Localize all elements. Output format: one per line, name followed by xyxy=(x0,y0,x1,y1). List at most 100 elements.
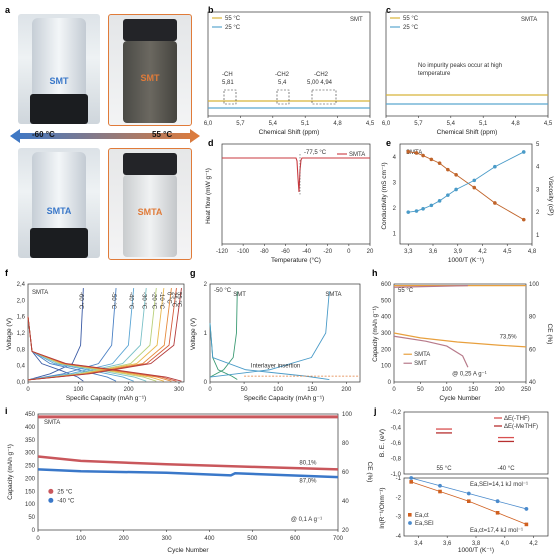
x-tick-label: -120 xyxy=(216,249,229,255)
y2-tick-label: 80 xyxy=(342,441,349,447)
x-axis-label: Temperature (°C) xyxy=(271,256,321,264)
y-tick-label: -0,2 xyxy=(391,410,402,416)
x-axis-label: 1000/T (K⁻¹) xyxy=(458,547,494,554)
y2-axis-label: Viscosity (cP) xyxy=(547,176,554,215)
chart-subtitle: SMTA xyxy=(521,17,537,23)
y2-tick-label: 2 xyxy=(536,210,540,216)
x-tick-label: 0 xyxy=(36,536,40,542)
y-tick-label: 0,0 xyxy=(17,380,26,386)
x-tick-label: -100 xyxy=(237,249,250,255)
x-tick-label: 5,1 xyxy=(479,121,488,127)
capacity-line-neg40 xyxy=(37,468,339,479)
data-point xyxy=(454,172,458,177)
x-axis-label: Chemical Shift (ppm) xyxy=(259,129,320,136)
x-tick-label: -60 xyxy=(281,249,290,255)
chart-i: SMTA 0 100 200 300 400 500 600 700 0 50 100 150 200 2… xyxy=(7,412,373,554)
temp-label: -40 °C xyxy=(128,292,134,310)
data-point xyxy=(524,522,529,527)
y-tick-label: -0,8 xyxy=(391,457,402,463)
temp-label: -30 °C xyxy=(140,292,146,310)
y-tick-label: 0,8 xyxy=(17,347,26,353)
y-axis-label-bottom: ln(R⁻¹/Ohm⁻¹) xyxy=(379,487,386,528)
legend-swatch xyxy=(48,497,54,503)
x-tick-label: 50 xyxy=(417,387,424,393)
vial-label: SMT xyxy=(140,73,160,83)
temp-label: 55 °C xyxy=(175,292,181,308)
x-tick-label: 4,2 xyxy=(478,249,487,255)
data-point xyxy=(409,480,413,484)
data-point xyxy=(454,187,458,192)
data-point xyxy=(406,210,411,214)
x-tick-label: 100 xyxy=(273,387,284,393)
ce-line-smt xyxy=(393,285,468,288)
x-tick-label: 0 xyxy=(347,249,351,255)
plot-frame xyxy=(209,283,361,383)
capacity-line-25 xyxy=(37,455,339,471)
activation-energy-label: Ea,ct=17,4 kJ mol⁻¹ xyxy=(470,528,523,534)
x-tick-label: 400 xyxy=(204,536,215,542)
annotation: 5,81 xyxy=(222,80,234,86)
data-point xyxy=(466,491,471,496)
data-point xyxy=(406,149,411,154)
panel-label-g: g xyxy=(190,268,196,278)
x-tick-label: 100 xyxy=(73,387,84,393)
x-tick-label: 200 xyxy=(341,387,352,393)
charge-curve xyxy=(27,288,117,381)
data-point xyxy=(446,167,450,172)
annotation-box: No impurity peaks occur at high temperat… xyxy=(418,63,502,77)
y-axis-label-top: B. E. (eV) xyxy=(379,429,386,457)
y-tick-label: 0 xyxy=(388,380,392,386)
series-label: SMT xyxy=(233,292,246,298)
data-point xyxy=(414,209,419,213)
y2-tick-label: 40 xyxy=(529,380,536,386)
x-tick-label: 5,4 xyxy=(447,121,456,127)
legend-label: 55 °C xyxy=(403,16,419,22)
plot-frame xyxy=(385,11,549,117)
x-tick-label: 0 xyxy=(26,387,30,393)
legend-label: 25 °C xyxy=(57,489,73,495)
x-tick-label: 5,1 xyxy=(301,121,310,127)
y2-tick-label: 5 xyxy=(536,142,540,148)
y-tick-label: -0,6 xyxy=(391,441,402,447)
plot-frame xyxy=(207,11,371,117)
x-tick-label: 250 xyxy=(521,387,532,393)
legend-label: -40 °C xyxy=(57,498,75,504)
y2-tick-label: 60 xyxy=(529,347,536,353)
x-tick-label: 5,4 xyxy=(269,121,278,127)
y2-tick-label: 40 xyxy=(342,499,349,505)
panel-label-b: b xyxy=(208,5,214,15)
y-tick-label: 0 xyxy=(204,380,208,386)
data-point xyxy=(495,499,500,504)
x-tick-label: 150 xyxy=(307,387,318,393)
data-point xyxy=(521,217,526,222)
x-tick-label: 3,3 xyxy=(404,249,413,255)
discharge-curve xyxy=(209,323,330,380)
y-tick-label: 400 xyxy=(25,425,36,431)
data-point xyxy=(493,201,497,205)
y2-tick-label: 60 xyxy=(342,470,349,476)
capacity-line-smt xyxy=(393,335,469,368)
x-tick-label: 4,5 xyxy=(544,121,553,127)
x-tick-label: 300 xyxy=(162,536,173,542)
data-point xyxy=(409,476,414,480)
capacity-line-smta xyxy=(393,332,527,348)
chart-subtitle: SMTA xyxy=(32,290,48,296)
chart-b: 55 °C 25 °C SMT -CH 5,81 -CH2 5,4 -CH2 5… xyxy=(204,11,375,136)
data-point xyxy=(446,193,450,197)
x-tick-label: 4,5 xyxy=(503,249,512,255)
y-tick-label: 300 xyxy=(25,451,36,457)
y-tick-label: 1 xyxy=(393,232,397,238)
y-tick-label: 350 xyxy=(25,438,36,444)
legend-label: ΔE(-THF) xyxy=(504,416,530,422)
y-tick-label: 1,6 xyxy=(17,315,26,321)
data-point xyxy=(521,150,526,154)
series-line-viscosity xyxy=(408,151,524,213)
retention-label: 80,1% xyxy=(299,460,317,466)
data-point xyxy=(414,151,419,155)
charge-curve xyxy=(209,291,238,378)
x-tick-label: 700 xyxy=(333,536,344,542)
chart-h: 55 °C 0 50 100 150 200 250 0 100 200 300 400 500 600… xyxy=(372,282,553,402)
chart-g: -50 °C 0 50 100 150 200 0 1 2 SMT SMTA Interlayer … xyxy=(190,282,361,402)
y-axis-label: Voltage (V) xyxy=(190,318,197,350)
